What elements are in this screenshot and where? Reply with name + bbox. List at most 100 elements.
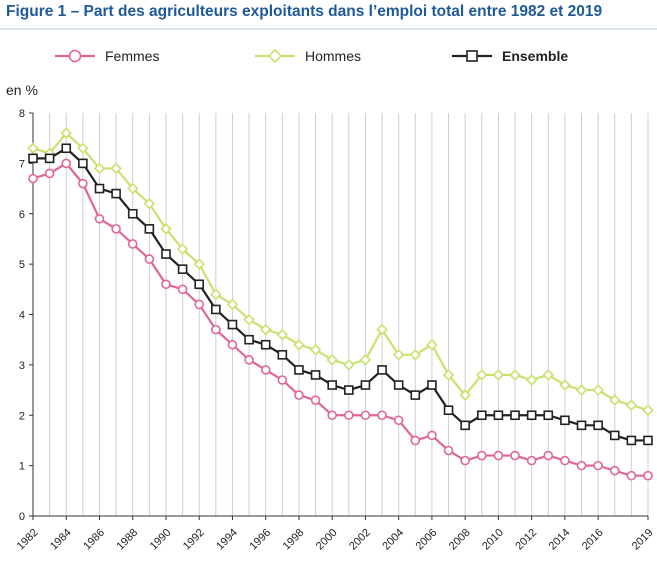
data-point-ensemble-2001 — [344, 385, 354, 395]
x-tick-label-2014: 2014 — [547, 527, 573, 553]
y-tick-label-6: 6 — [19, 209, 25, 221]
series-ensemble — [28, 143, 653, 446]
x-tick-label-1984: 1984 — [48, 527, 74, 553]
data-point-femmes-1984 — [61, 158, 72, 169]
data-point-hommes-1997 — [276, 328, 289, 341]
chart-axes: 0 1 2 3 4 5 6 7 8 1982 1984 1986 1988 1990 1992 1994 199… — [15, 108, 656, 553]
data-point-femmes-2001 — [344, 410, 354, 421]
data-point-femmes-1986 — [94, 213, 105, 224]
data-point-ensemble-1983 — [44, 153, 55, 164]
data-point-femmes-2016 — [593, 460, 603, 471]
data-point-ensemble-2009 — [476, 410, 487, 421]
data-point-ensemble-1986 — [94, 183, 105, 194]
data-point-femmes-2011 — [510, 450, 520, 461]
data-point-femmes-1983 — [44, 168, 55, 179]
legend-marker-ensemble — [466, 50, 478, 62]
legend-item-femmes: Femmes — [55, 48, 159, 64]
x-tick-label-1992: 1992 — [181, 527, 207, 553]
data-point-femmes-2015 — [576, 460, 587, 471]
data-point-ensemble-1998 — [294, 365, 304, 375]
data-point-ensemble-1984 — [61, 143, 72, 154]
x-tick-label-2012: 2012 — [513, 527, 539, 553]
x-tick-label-1998: 1998 — [281, 527, 307, 553]
legend-marker-hommes — [267, 48, 283, 64]
y-tick-label-2: 2 — [19, 410, 25, 422]
data-point-femmes-1988 — [127, 239, 138, 249]
y-tick-label-8: 8 — [19, 108, 25, 120]
data-point-hommes-2009 — [476, 369, 488, 381]
data-point-femmes-1998 — [294, 390, 304, 400]
data-point-ensemble-1988 — [127, 208, 138, 219]
data-point-hommes-2015 — [575, 384, 588, 396]
x-tick-label-2008: 2008 — [447, 527, 473, 553]
data-point-femmes-1997 — [277, 375, 288, 385]
data-point-hommes-2003 — [376, 323, 388, 336]
x-tick-label-2016: 2016 — [580, 527, 606, 553]
x-tick-label-1990: 1990 — [148, 527, 174, 553]
data-point-hommes-1999 — [309, 344, 322, 356]
data-point-femmes-1999 — [310, 395, 321, 405]
data-point-femmes-2019 — [643, 470, 653, 481]
data-point-femmes-2009 — [476, 450, 487, 461]
series-layer — [27, 127, 654, 481]
data-point-hommes-1987 — [110, 162, 122, 175]
x-tick-label-1996: 1996 — [247, 527, 273, 553]
data-point-ensemble-2012 — [526, 410, 537, 421]
legend-item-hommes: Hommes — [255, 48, 361, 64]
y-tick-label-7: 7 — [19, 158, 25, 170]
data-point-ensemble-2015 — [576, 420, 587, 431]
data-point-ensemble-1993 — [211, 304, 221, 315]
x-tick-label-1988: 1988 — [114, 527, 140, 553]
data-point-femmes-1992 — [194, 299, 205, 310]
data-point-hommes-2010 — [492, 369, 505, 381]
x-tick-label-2004: 2004 — [380, 527, 406, 553]
data-point-ensemble-1999 — [310, 370, 321, 380]
data-point-hommes-1982 — [27, 142, 39, 154]
x-tick-label-2006: 2006 — [414, 527, 440, 553]
data-point-hommes-2005 — [409, 349, 422, 361]
data-point-ensemble-2008 — [460, 420, 470, 431]
data-point-hommes-2007 — [442, 369, 455, 381]
data-point-hommes-1994 — [226, 298, 239, 311]
y-axis-label: en % — [6, 82, 38, 98]
legend-marker-femmes — [68, 49, 82, 63]
data-point-femmes-2010 — [493, 450, 504, 461]
data-point-ensemble-1982 — [28, 153, 38, 164]
data-point-hommes-2008 — [459, 389, 471, 401]
data-point-ensemble-1987 — [111, 188, 121, 199]
data-point-ensemble-1985 — [78, 158, 88, 169]
data-point-hommes-1995 — [243, 313, 255, 326]
data-point-hommes-1985 — [77, 142, 89, 154]
data-point-femmes-1995 — [244, 355, 254, 365]
data-point-hommes-2014 — [559, 379, 571, 391]
series-femmes — [28, 158, 653, 481]
y-tick-label-1: 1 — [19, 461, 25, 473]
data-point-hommes-2018 — [625, 399, 638, 411]
data-point-hommes-1993 — [210, 288, 222, 301]
data-point-femmes-2005 — [410, 435, 421, 446]
data-point-hommes-2001 — [343, 359, 355, 371]
x-tick-label-2019: 2019 — [630, 527, 656, 553]
data-point-ensemble-1994 — [227, 319, 238, 330]
data-point-ensemble-2017 — [609, 430, 620, 441]
legend-label-ensemble: Ensemble — [502, 48, 568, 64]
data-point-hommes-2002 — [359, 354, 372, 366]
data-point-femmes-1982 — [28, 173, 38, 184]
data-point-hommes-1991 — [176, 243, 189, 255]
x-tick-label-2010: 2010 — [480, 527, 506, 553]
data-point-femmes-2003 — [377, 410, 387, 421]
data-point-ensemble-2006 — [427, 380, 437, 390]
data-point-femmes-1991 — [177, 284, 188, 295]
data-point-femmes-1993 — [211, 324, 221, 335]
data-point-hommes-1989 — [143, 197, 156, 210]
data-point-ensemble-2016 — [593, 420, 603, 431]
data-point-ensemble-2000 — [327, 380, 337, 390]
data-point-hommes-1990 — [160, 223, 172, 235]
data-point-ensemble-1989 — [144, 224, 155, 234]
y-tick-label-3: 3 — [19, 360, 25, 372]
x-tick-label-1982: 1982 — [15, 527, 41, 553]
data-point-ensemble-1997 — [277, 349, 288, 360]
data-point-femmes-1989 — [144, 254, 155, 264]
data-point-hommes-1988 — [126, 182, 139, 195]
data-point-femmes-2014 — [560, 455, 570, 466]
